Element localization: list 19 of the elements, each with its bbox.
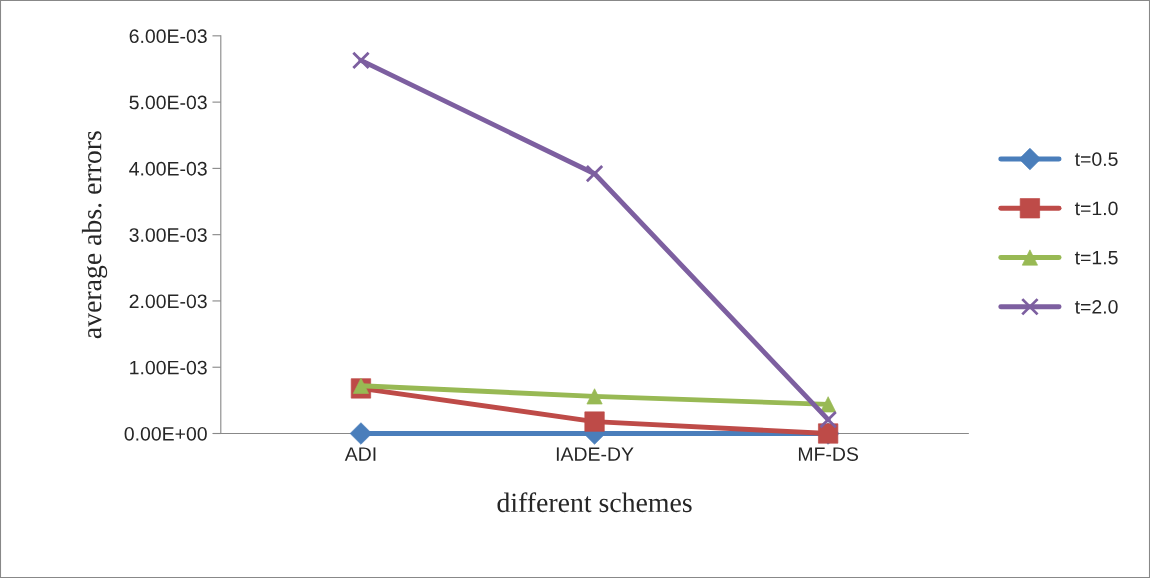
legend-label: t=0.5	[1074, 152, 1118, 167]
legend-label: t=1.0	[1074, 201, 1118, 216]
legend-label: t=1.5	[1074, 250, 1118, 265]
legend-label: t=2.0	[1074, 299, 1118, 314]
point	[819, 410, 838, 429]
y-tick-label: 3.00E-03	[129, 228, 207, 242]
point	[351, 51, 370, 70]
x-axis-title: different schemes	[497, 492, 692, 513]
y-tick-label: 1.00E-03	[130, 360, 207, 375]
y-tick-label: 4.00E-03	[129, 161, 207, 176]
y-tick-label: 2.00E-03	[129, 294, 207, 309]
x-tick-label: IADE-DY	[556, 447, 634, 461]
y-tick-label: 0.00E+00	[124, 426, 207, 441]
x-tick-label: MF-DS	[798, 447, 859, 461]
point	[585, 164, 604, 183]
x-tick-label: ADI	[344, 447, 376, 461]
y-tick-label: 5.00E-03	[129, 95, 207, 110]
y-axis-title: average abs. errors	[81, 131, 108, 339]
y-tick-label: 6.00E-03	[129, 29, 207, 44]
